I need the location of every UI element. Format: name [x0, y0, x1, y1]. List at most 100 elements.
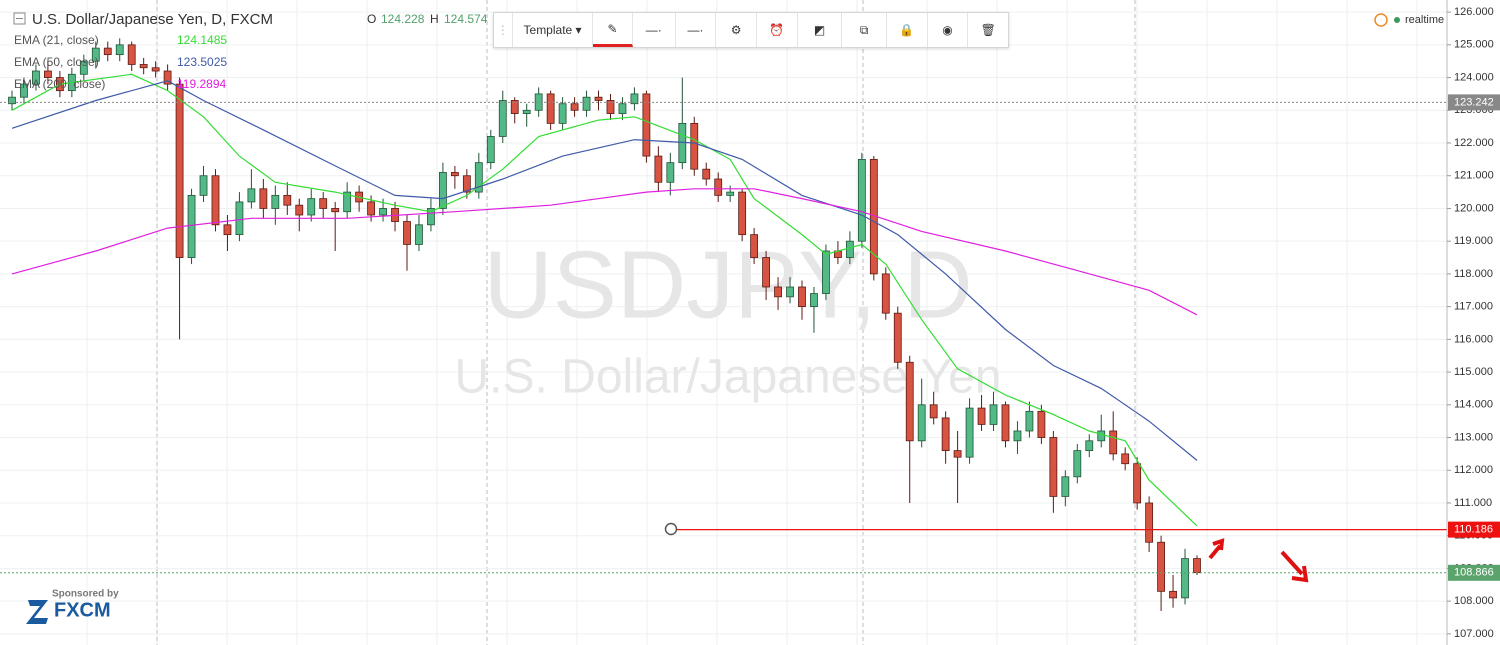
candle-body — [630, 93, 639, 105]
high-value: 124.574 — [444, 12, 488, 26]
candle-body — [32, 70, 40, 85]
legend-name: EMA (50, close) — [14, 55, 99, 69]
candle-body — [450, 172, 459, 177]
candle-body — [223, 224, 232, 236]
ema-line — [11, 188, 1198, 316]
candle-body — [343, 191, 352, 213]
drag-handle[interactable]: ⋮ — [494, 13, 513, 47]
candle-body — [857, 158, 866, 242]
visibility-button[interactable]: ◉ — [928, 13, 969, 47]
candle-body — [762, 257, 770, 288]
line-style-button[interactable]: —· — [676, 13, 717, 47]
legend-value: 124.1485 — [177, 33, 227, 47]
realtime-status: realtime — [1405, 14, 1444, 26]
line-anchor[interactable] — [664, 522, 678, 536]
candle-body — [151, 67, 160, 72]
down-arrow — [1280, 550, 1309, 583]
candle-body — [546, 93, 555, 124]
color-button[interactable]: ✎ — [593, 13, 633, 47]
candle-body — [929, 404, 938, 419]
candle-body — [738, 191, 747, 236]
candle-body — [1001, 404, 1010, 442]
legend-value: 119.2894 — [177, 77, 226, 91]
candle-body — [1025, 410, 1034, 432]
candle-body — [235, 201, 244, 236]
y-tick-label: 114.000 — [1454, 399, 1493, 411]
candle-body — [259, 188, 268, 209]
settings-button[interactable]: ⚙ — [716, 13, 757, 47]
candle-body — [307, 198, 316, 216]
y-tick-label: 118.000 — [1454, 268, 1493, 280]
candle-body — [510, 100, 519, 114]
candle-body — [654, 155, 663, 183]
candle-body — [1061, 476, 1070, 497]
candle-body — [618, 103, 627, 114]
fxcm-logo — [26, 600, 48, 624]
candle-body — [8, 96, 16, 105]
candle-body — [1073, 450, 1082, 478]
candle-body — [91, 47, 100, 62]
candle-body — [115, 44, 124, 56]
candle-body — [20, 83, 28, 98]
candle-body — [1121, 453, 1130, 465]
y-tick-label: 125.000 — [1454, 39, 1494, 51]
y-tick-label: 113.000 — [1454, 431, 1493, 443]
symbol-title: U.S. Dollar/Japanese Yen, D, FXCM — [32, 11, 273, 28]
candle-body — [319, 198, 328, 209]
candle-body — [474, 162, 483, 193]
candle-body — [127, 44, 136, 65]
candle-body — [810, 293, 818, 308]
candle-body — [247, 188, 256, 203]
sponsor-label: Sponsored by — [52, 589, 119, 600]
candle-body — [666, 162, 675, 183]
line-width-button[interactable]: —· — [633, 13, 676, 47]
y-tick-label: 108.000 — [1454, 595, 1494, 607]
bring-front-button[interactable]: ◩ — [798, 13, 843, 47]
candle-body — [941, 417, 950, 452]
candle-body — [1157, 541, 1165, 592]
y-tick-label: 119.000 — [1454, 235, 1493, 247]
candle-body — [558, 103, 567, 124]
candle-body — [498, 100, 507, 137]
candle-body — [977, 407, 986, 425]
candle-body — [403, 221, 411, 245]
y-tick-label: 112.000 — [1454, 464, 1493, 476]
price-label-box — [1448, 564, 1500, 581]
y-tick-label: 111.000 — [1454, 497, 1492, 509]
ema-line — [11, 73, 1198, 527]
lock-button[interactable]: 🔒 — [887, 13, 928, 47]
candle-body — [1013, 430, 1022, 442]
delete-button[interactable]: 🗑 — [980, 23, 996, 37]
candle-body — [199, 175, 208, 196]
candle-body — [1181, 558, 1189, 599]
candle-body — [905, 361, 914, 442]
template-button[interactable]: Template ▾ — [513, 13, 594, 47]
collapse-icon[interactable] — [13, 12, 26, 25]
ema-line — [11, 80, 1198, 461]
candle-body — [594, 96, 603, 101]
clone-button[interactable]: ⧉ — [842, 13, 887, 47]
candle-body — [439, 172, 447, 209]
candle-body — [798, 286, 806, 308]
price-label: 110.186 — [1454, 524, 1493, 536]
candle-body — [893, 312, 902, 363]
warning-icon[interactable] — [1374, 13, 1388, 27]
price-label: 108.866 — [1454, 567, 1494, 579]
y-tick-label: 126.000 — [1454, 6, 1494, 18]
y-tick-label: 124.000 — [1454, 71, 1494, 83]
candle-body — [1109, 430, 1118, 455]
candle-body — [582, 96, 591, 111]
candle-body — [522, 109, 531, 114]
candle-body — [774, 286, 782, 298]
candle-body — [175, 83, 184, 258]
y-tick-label: 122.000 — [1454, 137, 1494, 149]
candle-body — [965, 407, 974, 458]
candle-body — [44, 70, 52, 78]
candle-body — [881, 273, 890, 314]
candle-body — [822, 250, 830, 294]
candle-body — [1145, 502, 1154, 543]
realtime-dot — [1394, 17, 1400, 23]
alert-button[interactable]: ⏰ — [757, 13, 798, 47]
